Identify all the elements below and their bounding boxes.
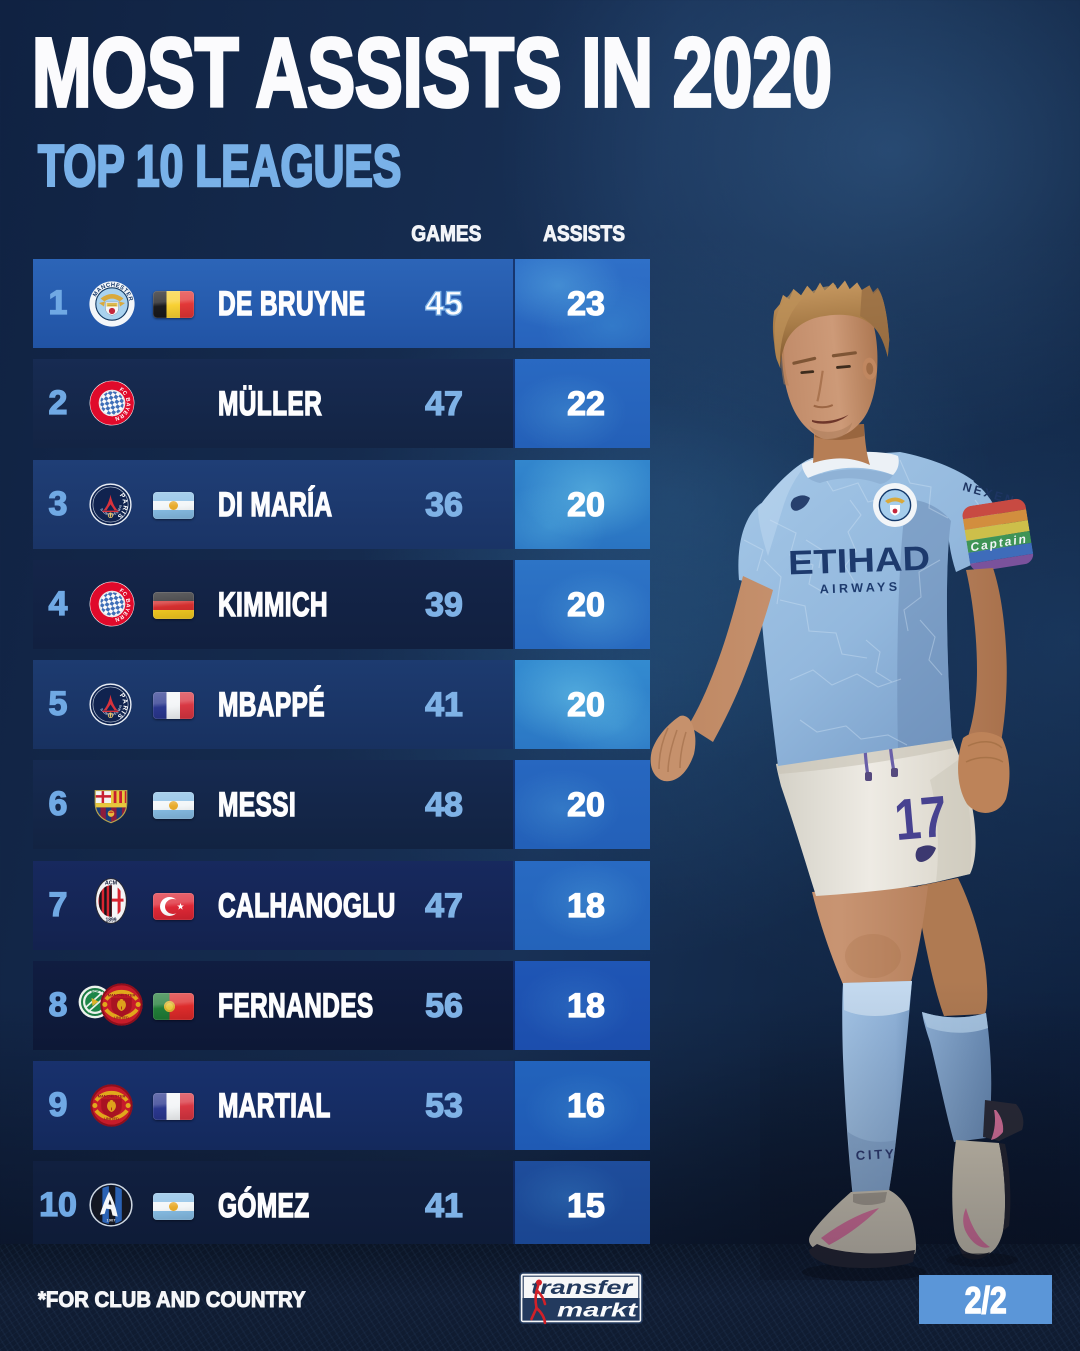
svg-text:1907: 1907 [107,1217,117,1222]
svg-text:AIRWAYS: AIRWAYS [819,580,900,597]
svg-text:MANCHESTER: MANCHESTER [108,992,136,997]
svg-text:markt: markt [557,1301,638,1322]
svg-text:UNITED: UNITED [114,1015,129,1020]
svg-text:transfer: transfer [531,1278,634,1299]
svg-text:SCP: SCP [91,988,100,993]
svg-text:MANCHESTER: MANCHESTER [98,1093,126,1098]
svg-text:1899: 1899 [105,918,116,924]
svg-text:ACM: ACM [105,880,118,886]
svg-text:17: 17 [892,784,949,853]
svg-text:UNITED: UNITED [104,1116,119,1121]
svg-text:ETIHAD: ETIHAD [787,540,930,583]
